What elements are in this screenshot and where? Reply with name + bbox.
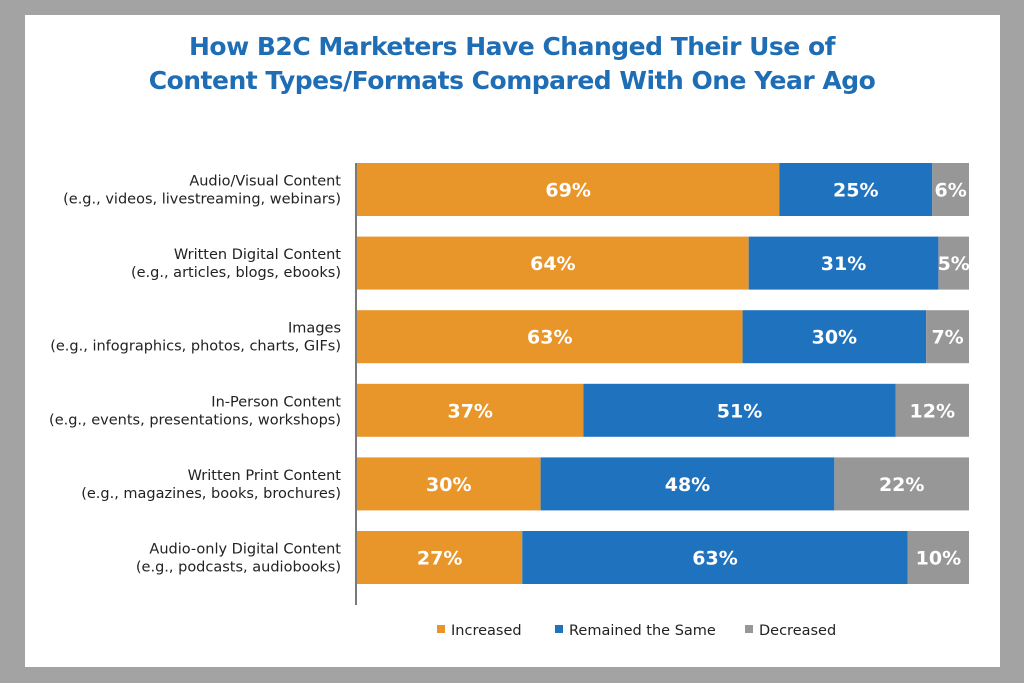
data-label: 48% <box>665 474 710 496</box>
category-sublabel: (e.g., infographics, photos, charts, GIF… <box>50 339 341 355</box>
data-label: 30% <box>812 327 857 349</box>
bar-segment <box>583 383 896 437</box>
bar-segment <box>357 236 749 290</box>
data-label: 12% <box>910 400 955 422</box>
bar-segment <box>522 531 908 584</box>
legend-label: Increased <box>451 623 522 639</box>
data-label: 7% <box>931 327 963 349</box>
category-label: Audio/Visual Content <box>189 174 341 190</box>
bar-segment <box>540 457 835 511</box>
bar-segment <box>357 310 743 364</box>
data-label: 6% <box>935 180 967 202</box>
legend-swatch <box>745 625 753 633</box>
bar-segment <box>938 236 969 290</box>
bar-segment <box>895 383 969 437</box>
data-label: 31% <box>821 253 866 275</box>
data-label: 27% <box>417 548 462 570</box>
bar-segment <box>932 163 969 216</box>
category-sublabel: (e.g., videos, livestreaming, webinars) <box>63 192 341 208</box>
category-sublabel: (e.g., podcasts, audiobooks) <box>136 560 341 576</box>
category-label: Audio-only Digital Content <box>149 542 341 558</box>
title-line-1: How B2C Marketers Have Changed Their Use… <box>188 32 836 61</box>
data-label: 63% <box>527 327 572 349</box>
category-label: In-Person Content <box>211 394 341 410</box>
bar-segment <box>779 163 933 216</box>
bar-segment <box>907 531 969 584</box>
bar-segment <box>926 310 969 364</box>
data-label: 63% <box>692 548 737 570</box>
data-label: 69% <box>545 180 590 202</box>
title-line-2: Content Types/Formats Compared With One … <box>148 66 876 95</box>
category-label: Written Print Content <box>188 468 342 484</box>
data-label: 22% <box>879 474 924 496</box>
chart-title: How B2C Marketers Have Changed Their Use… <box>0 30 1024 98</box>
category-label: Images <box>288 321 341 337</box>
bar-segment <box>357 383 584 437</box>
category-sublabel: (e.g., magazines, books, brochures) <box>81 486 341 502</box>
category-sublabel: (e.g., articles, blogs, ebooks) <box>131 265 341 281</box>
legend-swatch <box>437 625 445 633</box>
legend-label: Decreased <box>759 623 836 639</box>
bar-segment <box>357 457 541 511</box>
category-label: Written Digital Content <box>174 247 341 263</box>
legend-label: Remained the Same <box>569 623 716 639</box>
data-label: 30% <box>426 474 471 496</box>
legend-swatch <box>555 625 563 633</box>
bar-segment <box>357 163 780 216</box>
data-label: 51% <box>717 400 762 422</box>
bar-segment <box>834 457 969 511</box>
bar-segment <box>748 236 939 290</box>
data-label: 10% <box>916 548 961 570</box>
data-label: 64% <box>530 253 575 275</box>
data-label: 5% <box>938 253 970 275</box>
bar-segment <box>357 531 523 584</box>
data-label: 25% <box>833 180 878 202</box>
data-label: 37% <box>447 400 492 422</box>
category-sublabel: (e.g., events, presentations, workshops) <box>49 412 341 428</box>
bar-segment <box>742 310 927 364</box>
